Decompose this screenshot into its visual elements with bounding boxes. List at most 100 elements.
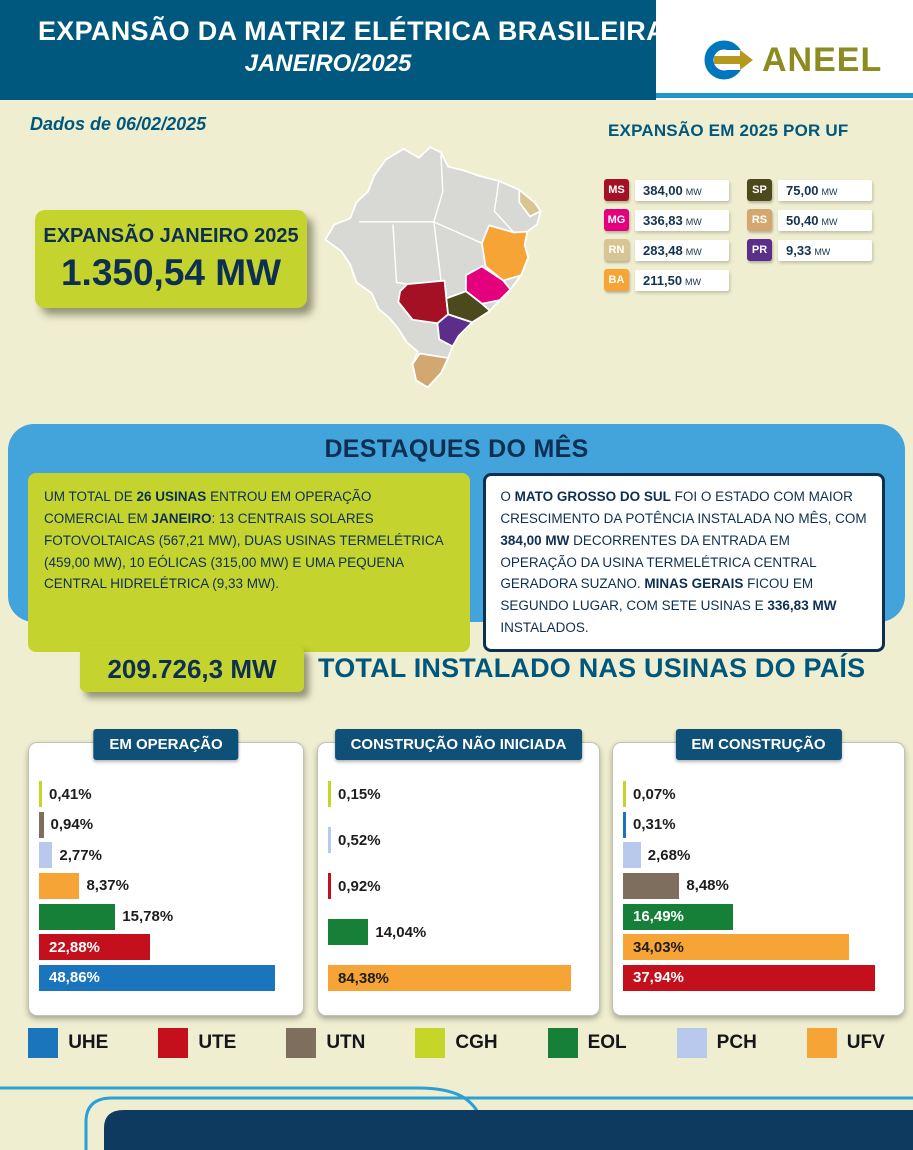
uf-value: 283,48 — [643, 242, 683, 258]
uf-item-mg: MG 336,83 MW — [604, 208, 729, 232]
uf-value-box: 9,33 MW — [778, 239, 872, 261]
bar-row-utn: 0,94% — [39, 811, 293, 838]
page-subtitle: JANEIRO/2025 — [244, 50, 412, 77]
legend-item-eol: EOL — [547, 1028, 627, 1058]
bar-uhe: 48,86% — [39, 964, 276, 991]
uf-value: 211,50 — [643, 272, 683, 288]
bar-cgh — [623, 781, 626, 807]
bar-eol — [328, 919, 369, 945]
uf-value-box: 50,40 MW — [778, 209, 872, 231]
uf-item-pr: PR 9,33 MW — [747, 238, 872, 262]
uf-unit: MW — [685, 186, 702, 197]
highlight-right-box: O MATO GROSSO DO SUL FOI O ESTADO COM MA… — [483, 473, 885, 653]
bar-row-ute: 0,92% — [328, 873, 589, 899]
bar-row-pch: 2,68% — [623, 842, 894, 869]
chart-title: EM OPERAÇÃO — [93, 729, 239, 760]
bar-cgh — [39, 781, 42, 807]
uf-value: 336,83 — [643, 212, 683, 228]
bar-eol: 16,49% — [623, 903, 733, 930]
uf-item-rs: RS 50,40 MW — [747, 208, 872, 232]
bar-value-label: 14,04% — [375, 923, 427, 941]
legend-label: UFV — [846, 1032, 885, 1053]
bar-row-cgh: 0,07% — [623, 781, 894, 807]
bar-value-label: 2,77% — [59, 846, 102, 864]
bar-ute — [328, 873, 331, 899]
bar-value-label: 0,94% — [50, 816, 94, 834]
chart-panel-em-operacao: EM OPERAÇÃO 0,41% 0,94% 2,77% 8,37% 15,78% 22… — [28, 729, 304, 1016]
legend-swatch — [547, 1028, 578, 1058]
legend-swatch — [415, 1028, 446, 1058]
page-title: EXPANSÃO DA MATRIZ ELÉTRICA BRASILEIRA — [38, 16, 666, 46]
legend-label: UHE — [68, 1032, 109, 1053]
uf-item-rn: RN 283,48 MW — [604, 238, 729, 262]
legend-item-ufv: UFV — [806, 1028, 885, 1058]
uf-tag: MG — [604, 209, 629, 231]
uf-item-ms: MS 384,00 MW — [604, 178, 729, 202]
uf-unit: MW — [821, 186, 838, 197]
bar-row-utn: 8,48% — [623, 872, 894, 899]
uf-value: 9,33 — [786, 242, 812, 258]
uf-tag: BA — [604, 269, 629, 291]
bar-value-label: 0,52% — [338, 831, 381, 849]
bar-row-ute: 37,94% — [623, 964, 894, 991]
expansion-summary-box: EXPANSÃO JANEIRO 2025 1.350,54 MW — [35, 210, 307, 308]
bar-row-eol: 14,04% — [328, 919, 589, 945]
legend-label: CGH — [455, 1032, 498, 1053]
legend-label: UTE — [198, 1032, 237, 1053]
highlight-left-box: UM TOTAL DE 26 USINAS ENTROU EM OPERAÇÃO… — [28, 473, 471, 653]
chart-panel-em-construcao: EM CONSTRUÇÃO 0,07% 0,31% 2,68% 8,48% 16,49%… — [612, 729, 905, 1016]
expansion-label: EXPANSÃO JANEIRO 2025 — [43, 224, 299, 247]
bar-ufv: 84,38% — [328, 965, 571, 991]
uf-value-box: 283,48 MW — [635, 239, 729, 261]
bar-value-label: 2,68% — [647, 846, 691, 864]
bar-value-label: 16,49% — [633, 908, 684, 926]
legend-swatch — [158, 1028, 189, 1058]
uf-legend: MS 384,00 MW MG 336,83 MW RN 283,48 MW BA 211,50 MW… — [604, 178, 872, 292]
uf-unit: MW — [821, 216, 838, 227]
bars-area: 0,07% 0,31% 2,68% 8,48% 16,49% 34,03% 37,94% — [613, 781, 904, 991]
uf-value-box: 211,50 MW — [635, 269, 729, 291]
bar-value-label: 15,78% — [122, 908, 174, 926]
map-state-pr — [436, 313, 474, 348]
bar-value-label: 0,92% — [338, 877, 381, 895]
uf-tag: SP — [747, 179, 772, 201]
uf-section-title: EXPANSÃO EM 2025 POR UF — [608, 121, 849, 140]
uf-item-ba: BA 211,50 MW — [604, 268, 729, 292]
bar-value-label: 0,07% — [633, 785, 676, 803]
total-installed-value: 209.726,3 MW — [80, 646, 304, 692]
bar-row-eol: 15,78% — [39, 903, 293, 930]
bar-value-label: 0,15% — [338, 785, 381, 803]
legend-swatch — [676, 1028, 707, 1058]
bar-eol — [39, 903, 116, 930]
uf-tag: RN — [604, 239, 629, 261]
bar-row-ufv: 8,37% — [39, 872, 293, 899]
header-title-block: EXPANSÃO DA MATRIZ ELÉTRICA BRASILEIRA J… — [0, 0, 666, 100]
legend-label: PCH — [716, 1032, 757, 1053]
aneel-logo: ANEEL — [702, 38, 882, 82]
bar-pch — [623, 842, 641, 869]
map-state-rs — [411, 352, 450, 389]
chart-title: CONSTRUÇÃO NÃO INICIADA — [334, 729, 583, 760]
legend-label: EOL — [587, 1032, 627, 1053]
uf-item-sp: SP 75,00 MW — [747, 178, 872, 202]
uf-value-box: 75,00 MW — [778, 179, 872, 201]
bar-utn — [623, 872, 680, 899]
bar-ufv: 34,03% — [623, 934, 850, 961]
uf-value: 384,00 — [643, 182, 683, 198]
legend-swatch — [28, 1028, 59, 1058]
uf-value: 50,40 — [786, 212, 819, 228]
legend-swatch — [806, 1028, 837, 1058]
footer-decoration — [0, 1086, 913, 1150]
uf-unit: MW — [814, 246, 831, 257]
bar-row-cgh: 0,15% — [328, 781, 589, 807]
legend-item-uhe: UHE — [28, 1028, 108, 1058]
map-state-ba — [481, 224, 530, 282]
legend-label: UTN — [326, 1032, 366, 1053]
uf-value-box: 384,00 MW — [635, 179, 729, 201]
chart-panel-construcao-nao-iniciada: CONSTRUÇÃO NÃO INICIADA 0,15% 0,52% 0,92% 1… — [317, 729, 600, 1016]
chart-title: EM CONSTRUÇÃO — [675, 729, 842, 760]
total-installed-label: TOTAL INSTALADO NAS USINAS DO PAÍS — [318, 653, 866, 683]
legend-item-utn: UTN — [286, 1028, 365, 1058]
bar-row-ufv: 84,38% — [328, 965, 589, 991]
